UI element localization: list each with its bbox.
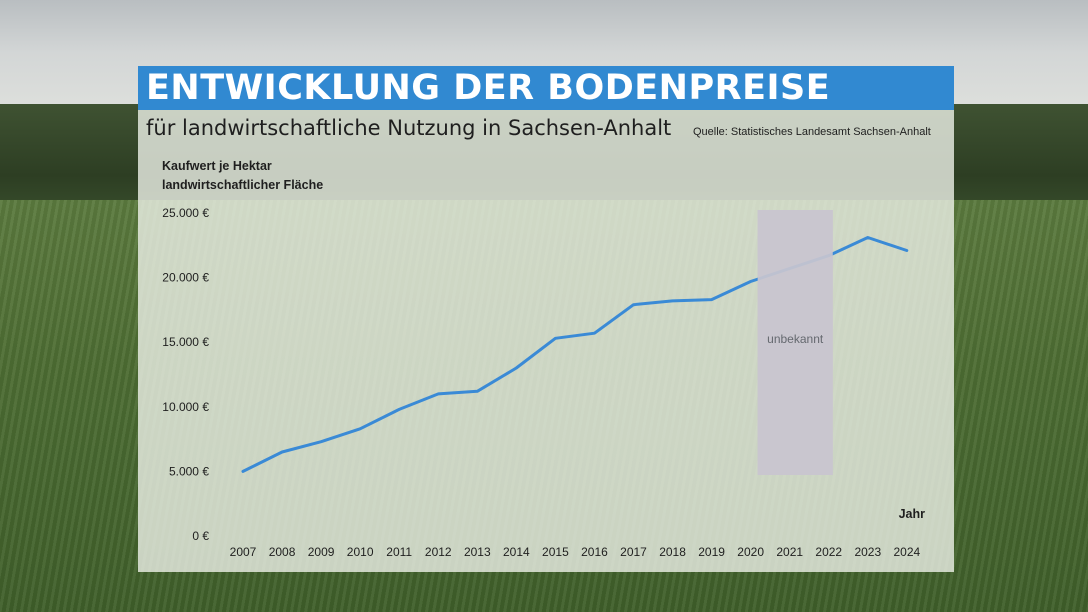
x-tick-label: 2009: [308, 545, 335, 559]
x-tick-label: 2015: [542, 545, 569, 559]
x-tick-label: 2008: [269, 545, 296, 559]
y-tick-label: 10.000 €: [162, 400, 209, 414]
x-tick-label: 2023: [854, 545, 881, 559]
y-axis-label-line-1: Kaufwert je Hektar: [162, 159, 272, 173]
x-tick-label: 2011: [386, 545, 412, 559]
unknown-period-overlay: [757, 210, 833, 475]
chart-title: ENTWICKLUNG DER BODENPREISE: [146, 68, 831, 108]
x-tick-label: 2014: [503, 545, 530, 559]
y-tick-label: 25.000 €: [162, 206, 209, 220]
y-axis-label-line-2: landwirtschaftlicher Fläche: [162, 178, 324, 192]
y-axis-label: Kaufwert je Hektar landwirtschaftlicher …: [162, 157, 382, 195]
x-tick-label: 2020: [737, 545, 764, 559]
x-tick-label: 2021: [776, 545, 803, 559]
x-tick-label: 2013: [464, 545, 491, 559]
x-tick-label: 2024: [893, 545, 920, 559]
x-tick-label: 2022: [815, 545, 842, 559]
y-tick-label: 0 €: [192, 529, 209, 543]
y-tick-label: 5.000 €: [169, 464, 209, 478]
y-tick-label: 15.000 €: [162, 335, 209, 349]
x-tick-label: 2007: [230, 545, 257, 559]
source-note: Quelle: Statistisches Landesamt Sachsen-…: [693, 126, 931, 138]
x-tick-label: 2010: [347, 545, 374, 559]
chart-subtitle: für landwirtschaftliche Nutzung in Sachs…: [146, 116, 672, 140]
unknown-period-label-overlay: unbekannt: [767, 332, 824, 346]
title-bar: [138, 66, 954, 110]
x-tick-label: 2016: [581, 545, 608, 559]
y-tick-label: 20.000 €: [162, 271, 209, 285]
x-tick-label: 2017: [620, 545, 647, 559]
x-tick-label: 2012: [425, 545, 452, 559]
x-axis-title: Jahr: [899, 507, 926, 521]
x-tick-label: 2019: [698, 545, 725, 559]
x-tick-label: 2018: [659, 545, 686, 559]
